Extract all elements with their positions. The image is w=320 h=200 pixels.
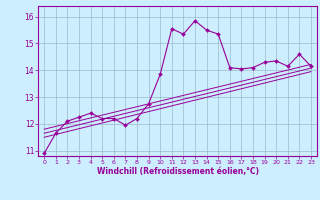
X-axis label: Windchill (Refroidissement éolien,°C): Windchill (Refroidissement éolien,°C) [97, 167, 259, 176]
